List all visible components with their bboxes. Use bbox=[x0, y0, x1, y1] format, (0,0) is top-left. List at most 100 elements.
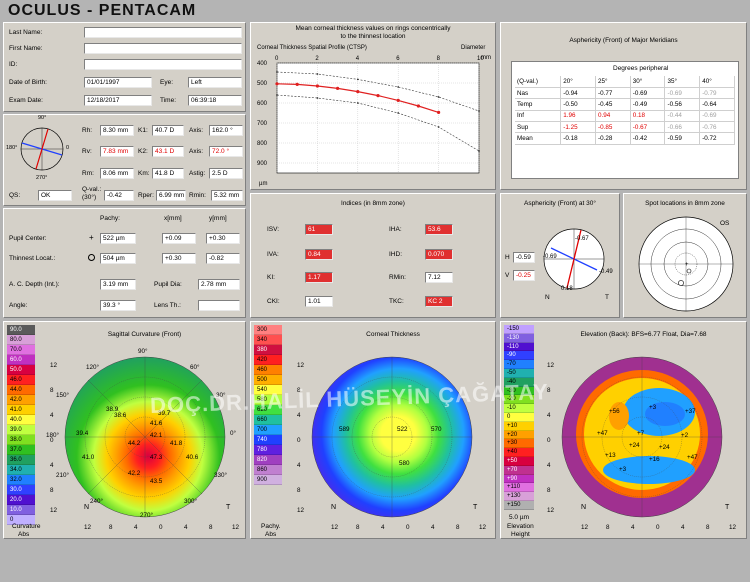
elevation-label: Elevation bbox=[507, 523, 534, 530]
abs-label: Abs bbox=[18, 531, 30, 538]
pupil-dia-field: 2.78 mm bbox=[198, 279, 240, 290]
elv-value: +3 bbox=[619, 466, 627, 473]
scale-entry: +150 bbox=[504, 500, 534, 510]
keratometry-panel: 90° 270° 180° 0 Rh: 8.30 mm K1: 40.7 D A… bbox=[3, 114, 246, 206]
scale-entry: 10.0 bbox=[7, 505, 35, 515]
eye-field[interactable]: Left bbox=[188, 77, 242, 88]
scale-entry: 380 bbox=[254, 345, 282, 355]
qval-field: -0.42 bbox=[104, 190, 134, 201]
km-label: Km: bbox=[138, 170, 150, 177]
scale-entry: 80.0 bbox=[7, 335, 35, 345]
thinnest-pachy-field: 504 µm bbox=[100, 253, 136, 264]
scale-entry: +70 bbox=[504, 465, 534, 475]
thk-y-axis: 12 8 4 0 4 8 12 bbox=[297, 362, 305, 514]
h-field: -0.59 bbox=[513, 252, 535, 263]
y-tick-label: 800 bbox=[257, 141, 268, 147]
exam-date-field[interactable]: 12/18/2017 bbox=[84, 95, 152, 106]
v-field: -0.25 bbox=[513, 270, 535, 281]
scale-entry: 42.0 bbox=[7, 395, 35, 405]
y-tick-label: 500 bbox=[257, 81, 268, 87]
scale-entry: 900 bbox=[254, 475, 282, 485]
sag-value: 47.3 bbox=[150, 454, 163, 461]
scale-entry: -40 bbox=[504, 377, 534, 387]
asphericity-title: Asphericity (Front) of Major Meridians bbox=[569, 37, 678, 44]
id-field[interactable] bbox=[84, 59, 242, 70]
asph30-left-value: -0.69 bbox=[543, 254, 557, 260]
cross-icon: + bbox=[89, 233, 94, 242]
scale-entry: 820 bbox=[254, 455, 282, 465]
time-field[interactable]: 06:39:18 bbox=[188, 95, 242, 106]
sag-n-label: N bbox=[84, 504, 90, 511]
scale-entry: -20 bbox=[504, 395, 534, 405]
mm-label: mm bbox=[481, 55, 491, 61]
thickness-map-panel: Corneal Thickness 300 340 380 420 460 500 540 5… bbox=[250, 321, 496, 539]
elv-value: +56 bbox=[609, 408, 620, 415]
thickness-map bbox=[311, 356, 473, 518]
elv-y-axis: 12 8 4 0 4 8 12 bbox=[547, 362, 555, 514]
ki-label: KI: bbox=[267, 274, 275, 281]
table-cell: -0.18 bbox=[560, 132, 596, 145]
scale-entry: -30 bbox=[504, 386, 534, 396]
iha-field: 53.6 bbox=[425, 224, 453, 235]
rm-field: 8.06 mm bbox=[100, 168, 134, 179]
sag-value: 42.2 bbox=[128, 470, 141, 477]
k2-field: 43.1 D bbox=[152, 146, 184, 157]
sag-value: 42.1 bbox=[150, 432, 163, 439]
thk-t-label: T bbox=[473, 504, 478, 511]
table-row: Inf 1.96 0.94 0.18 -0.44 -0.69 bbox=[515, 110, 735, 123]
scale-entry: 620 bbox=[254, 405, 282, 415]
row-label: Mean bbox=[515, 132, 562, 145]
table-row: Mean -0.18 -0.28 -0.42 -0.59 -0.72 bbox=[515, 132, 735, 145]
data-point bbox=[316, 97, 319, 99]
rmin-label: Rmin: bbox=[189, 192, 206, 199]
astig-label: Astig: bbox=[189, 170, 206, 177]
astig-field: 2.5 D bbox=[209, 168, 243, 179]
thk-x-axis: 12 8 4 0 4 8 12 bbox=[331, 524, 487, 531]
ac-depth-field: 3.19 mm bbox=[100, 279, 136, 290]
rmin-index-label: RMin: bbox=[389, 274, 406, 281]
col-pachy-label: Pachy: bbox=[100, 215, 120, 222]
scale-entry: 860 bbox=[254, 465, 282, 475]
sag-angle-120: 120° bbox=[86, 364, 100, 371]
isv-field: 61 bbox=[305, 224, 333, 235]
sag-angle-330: 330° bbox=[214, 472, 228, 479]
first-name-label: First Name: bbox=[9, 45, 43, 52]
sag-value: 41.8 bbox=[170, 440, 183, 447]
dob-field[interactable]: 01/01/1997 bbox=[84, 77, 152, 88]
qval-sub-label: (30°) bbox=[82, 194, 97, 201]
scale-entry: +20 bbox=[504, 430, 534, 440]
scale-entry: 0 bbox=[504, 412, 534, 422]
thickness-profile-panel: Mean corneal thickness values on rings c… bbox=[250, 22, 496, 190]
scale-entry: 41.0 bbox=[7, 405, 35, 415]
rper-field: 6.99 mm bbox=[156, 190, 186, 201]
scale-entry: 580 bbox=[254, 395, 282, 405]
x-tick-label: 6 bbox=[396, 56, 400, 62]
series-line bbox=[276, 71, 480, 112]
iva-field: 0.84 bbox=[305, 249, 333, 260]
scale-entry: 34.0 bbox=[7, 465, 35, 475]
indices-title: Indices (in 8mm zone) bbox=[341, 200, 405, 207]
elevation-color-scale: -150 -130 -110 -90 -70 -50 -40 -30 -20 -10 0 +10 +20… bbox=[504, 325, 534, 510]
axis1-label: Axis: bbox=[189, 127, 204, 134]
first-name-field[interactable] bbox=[84, 43, 242, 54]
lens-th-field bbox=[198, 300, 240, 311]
asph30-title: Asphericity (Front) at 30° bbox=[524, 200, 596, 207]
table-cell: -0.79 bbox=[699, 87, 735, 100]
scale-entry: 780 bbox=[254, 445, 282, 455]
sag-angle-60: 60° bbox=[190, 364, 200, 371]
table-cell: -1.25 bbox=[560, 121, 596, 134]
table-cell: -0.59 bbox=[664, 132, 701, 145]
last-name-field[interactable] bbox=[84, 27, 242, 38]
rh-field: 8.30 mm bbox=[100, 125, 134, 136]
pupil-center-pachy-field: 522 µm bbox=[100, 233, 136, 244]
data-point bbox=[437, 110, 441, 114]
thinnest-label: Thinnest Locat.: bbox=[9, 255, 56, 262]
diameter-label: Diameter bbox=[461, 45, 486, 51]
height-label: Height bbox=[511, 531, 530, 538]
thk-abs-label: Abs bbox=[265, 531, 277, 538]
data-point bbox=[376, 94, 380, 98]
last-name-label: Last Name: bbox=[9, 29, 43, 36]
table-cell: -0.76 bbox=[699, 121, 735, 134]
scale-entry: -10 bbox=[504, 404, 534, 413]
data-point bbox=[356, 90, 360, 94]
